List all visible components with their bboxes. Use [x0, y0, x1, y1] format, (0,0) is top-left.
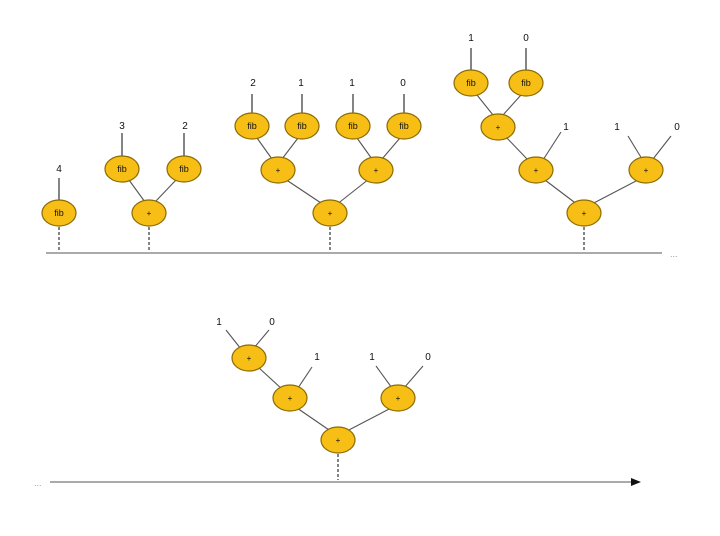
- fib-node: [41, 199, 77, 227]
- edge: [225, 329, 242, 350]
- fib-node: [386, 112, 422, 140]
- edge: [652, 135, 672, 160]
- plus-node: [518, 156, 554, 184]
- edge: [627, 135, 643, 160]
- plus-node: [320, 426, 356, 454]
- plus-node: [231, 344, 267, 372]
- edge: [502, 94, 522, 116]
- input-value: 1: [563, 122, 569, 133]
- input-value: 1: [614, 122, 620, 133]
- fib-node-label: fib: [399, 121, 409, 131]
- plus-node: [380, 384, 416, 412]
- fib-node: [453, 69, 489, 97]
- plus-node-label: +: [534, 166, 539, 175]
- plus-node-label: +: [496, 123, 501, 132]
- plus-node: [260, 156, 296, 184]
- edge: [281, 137, 299, 160]
- plus-node: [628, 156, 664, 184]
- input-value: 1: [216, 317, 222, 328]
- edge: [154, 179, 177, 203]
- stage-2: 3 2 fib fib +: [104, 121, 202, 251]
- plus-node-label: +: [396, 394, 401, 403]
- fib-node-label: fib: [297, 121, 307, 131]
- edge: [542, 131, 562, 161]
- edge: [403, 365, 424, 389]
- plus-node-label: +: [336, 436, 341, 445]
- plus-node: [272, 384, 308, 412]
- fib-node-label: fib: [521, 78, 531, 88]
- plus-node: [480, 113, 516, 141]
- input-value: 0: [425, 352, 431, 363]
- input-value: 0: [523, 33, 529, 44]
- fib-node-label: fib: [54, 208, 64, 218]
- edge: [128, 179, 146, 203]
- input-value: 1: [468, 33, 474, 44]
- input-value: 4: [56, 164, 62, 175]
- plus-node: [566, 199, 602, 227]
- edge: [256, 137, 273, 160]
- edge: [356, 137, 373, 160]
- plus-node-label: +: [276, 166, 281, 175]
- plus-node: [312, 199, 348, 227]
- fib-node: [508, 69, 544, 97]
- edge: [589, 179, 639, 206]
- plus-node-label: +: [147, 209, 152, 218]
- input-value: 2: [250, 78, 256, 89]
- plus-node: [358, 156, 394, 184]
- plus-node-label: +: [374, 166, 379, 175]
- edge: [335, 178, 370, 206]
- fib-node: [104, 155, 140, 183]
- stage-5: 1 0 1 1 0 + + + +: [216, 317, 431, 480]
- edge: [375, 365, 393, 389]
- continuation-ellipsis: ...: [34, 478, 42, 488]
- fib-node: [166, 155, 202, 183]
- plus-node-label: +: [582, 209, 587, 218]
- plus-node: [131, 199, 167, 227]
- continuation-ellipsis: ...: [670, 249, 678, 259]
- input-value: 0: [400, 78, 406, 89]
- edge: [381, 137, 401, 160]
- plus-node-label: +: [247, 354, 252, 363]
- stage-1: 4 fib: [41, 164, 77, 251]
- plus-node-label: +: [288, 394, 293, 403]
- stage-4: 1 0 1 1 0 fib fib + + + +: [453, 33, 680, 251]
- edge: [344, 407, 392, 433]
- fib-node: [284, 112, 320, 140]
- stage-3: 2 1 1 0 fib fib fib fib + + +: [234, 78, 422, 251]
- input-value: 2: [182, 121, 188, 132]
- edge: [504, 135, 529, 161]
- input-value: 1: [298, 78, 304, 89]
- fib-node: [335, 112, 371, 140]
- edge: [297, 366, 313, 389]
- fib-node-label: fib: [117, 164, 127, 174]
- fib-node-label: fib: [179, 164, 189, 174]
- edge: [544, 179, 579, 206]
- edge: [284, 178, 325, 206]
- fib-node-label: fib: [348, 121, 358, 131]
- fib-node: [234, 112, 270, 140]
- input-value: 1: [349, 78, 355, 89]
- input-value: 1: [314, 352, 320, 363]
- input-value: 3: [119, 121, 125, 132]
- edge: [476, 94, 494, 116]
- input-value: 0: [674, 122, 680, 133]
- input-value: 1: [369, 352, 375, 363]
- edge: [257, 366, 284, 391]
- input-value: 0: [269, 317, 275, 328]
- edge: [296, 407, 333, 433]
- plus-node-label: +: [644, 166, 649, 175]
- fib-node-label: fib: [247, 121, 257, 131]
- fib-node-label: fib: [466, 78, 476, 88]
- plus-node-label: +: [328, 209, 333, 218]
